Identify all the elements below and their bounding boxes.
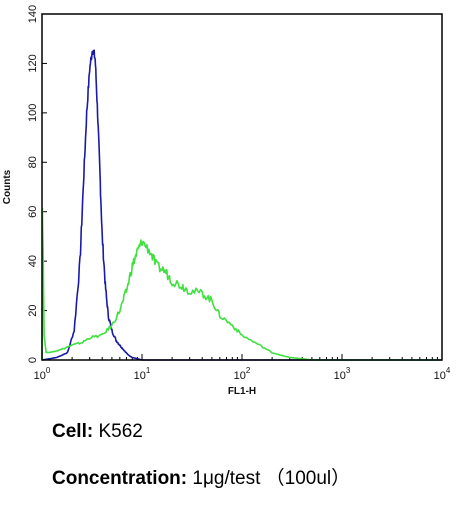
y-tick-label: 80 [27,156,39,168]
y-tick-label: 0 [27,357,39,363]
flow-cytometry-histogram: 0 20 40 60 80 100 120 140 100 101 102 103 104 FL1-H Co… [2,5,451,397]
series-line-1 [41,49,442,361]
y-tick-label: 100 [27,104,39,122]
series-line-2 [41,207,442,361]
concentration-value: 1μg/test （100ul） [192,468,351,489]
concentration-info: Concentration: 1μg/test （100ul） [52,463,350,490]
plot-frame [41,13,443,361]
y-tick-label: 60 [27,206,39,218]
y-tick-label: 140 [27,5,39,23]
cell-info: Cell: K562 [52,421,143,443]
x-tick-label: 100 [34,366,51,382]
series-layer [41,49,442,361]
y-tick-label: 120 [27,54,39,72]
x-tick-label: 102 [234,366,251,382]
x-axis-title: FL1-H [228,386,256,397]
y-tick-label: 20 [27,304,39,316]
y-axis-title: Counts [2,169,13,204]
x-tick-label: 103 [334,366,351,382]
x-tick-label: 104 [434,366,451,382]
cell-value: K562 [98,421,143,442]
x-tick-label: 101 [134,366,151,382]
plot-border [41,13,443,361]
y-tick-label: 40 [27,255,39,267]
concentration-label: Concentration: [52,468,188,489]
cell-label: Cell: [52,421,94,442]
axes: 0 20 40 60 80 100 120 140 100 101 102 103 104 FL1-H Co… [2,5,451,397]
